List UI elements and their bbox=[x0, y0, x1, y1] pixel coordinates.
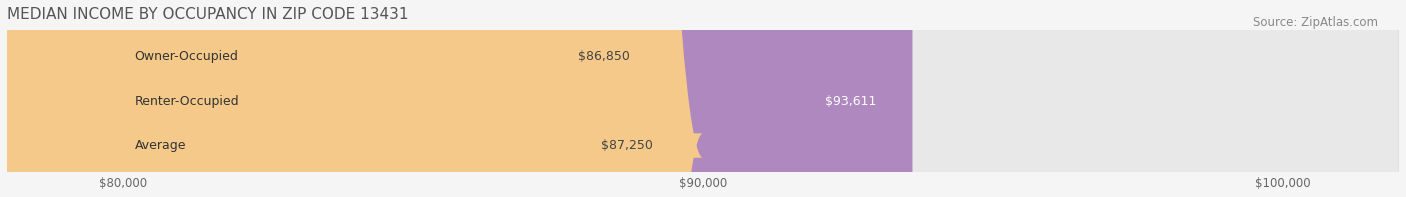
Text: $93,611: $93,611 bbox=[825, 95, 877, 108]
FancyBboxPatch shape bbox=[0, 0, 703, 197]
Text: Source: ZipAtlas.com: Source: ZipAtlas.com bbox=[1253, 16, 1378, 29]
Text: MEDIAN INCOME BY OCCUPANCY IN ZIP CODE 13431: MEDIAN INCOME BY OCCUPANCY IN ZIP CODE 1… bbox=[7, 7, 409, 22]
FancyBboxPatch shape bbox=[7, 0, 1399, 197]
FancyBboxPatch shape bbox=[0, 0, 703, 197]
Text: Renter-Occupied: Renter-Occupied bbox=[135, 95, 239, 108]
Text: $87,250: $87,250 bbox=[602, 139, 654, 152]
Text: Owner-Occupied: Owner-Occupied bbox=[135, 50, 239, 63]
FancyBboxPatch shape bbox=[7, 0, 1399, 197]
FancyBboxPatch shape bbox=[7, 0, 912, 197]
FancyBboxPatch shape bbox=[7, 0, 1399, 197]
Text: Average: Average bbox=[135, 139, 186, 152]
Text: $86,850: $86,850 bbox=[578, 50, 630, 63]
